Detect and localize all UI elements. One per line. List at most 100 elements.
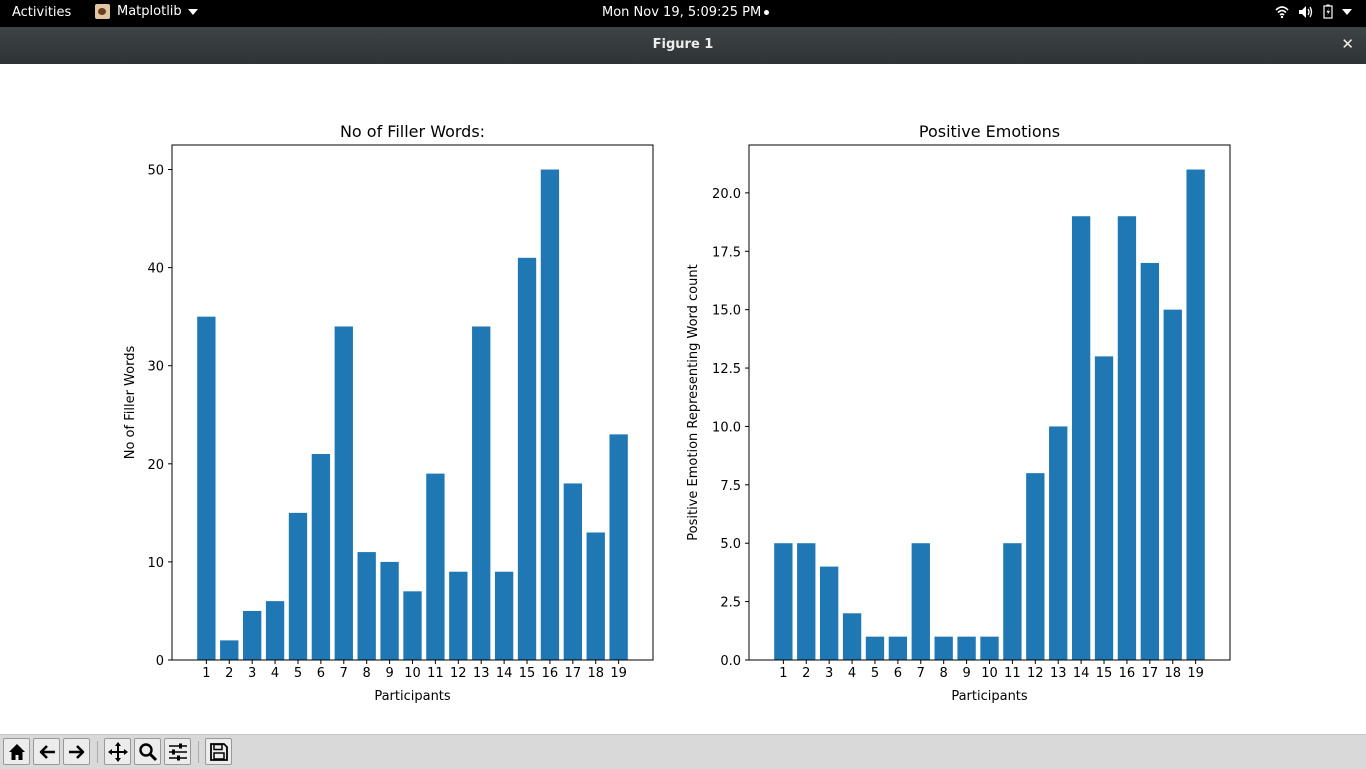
bar-8 xyxy=(357,552,376,660)
x-tick-label: 14 xyxy=(496,666,513,681)
x-tick-label: 12 xyxy=(450,666,467,681)
bar-4 xyxy=(265,601,285,660)
chevron-down-icon xyxy=(187,8,198,15)
x-tick-label: 19 xyxy=(610,666,627,681)
x-tick-label: 15 xyxy=(1096,666,1113,681)
x-tick-label: 11 xyxy=(1004,666,1021,681)
bar-18 xyxy=(1163,309,1182,660)
bar-15 xyxy=(1094,356,1114,660)
save-icon xyxy=(209,742,228,761)
bar-11 xyxy=(426,473,445,660)
x-tick-label: 8 xyxy=(940,666,948,681)
wifi-icon xyxy=(1275,5,1289,18)
home-button[interactable] xyxy=(3,738,30,765)
y-axis-label: No of Filler Words xyxy=(123,346,138,460)
chart-title: Positive Emotions xyxy=(919,122,1060,141)
chart-title: No of Filler Words: xyxy=(340,122,485,141)
bar-5 xyxy=(288,512,308,660)
x-tick-label: 9 xyxy=(962,666,970,681)
configure-subplots-button[interactable] xyxy=(164,738,191,765)
x-tick-label: 10 xyxy=(981,666,998,681)
bar-8 xyxy=(934,636,953,660)
y-tick-label: 10 xyxy=(147,556,164,571)
y-tick-label: 7.5 xyxy=(720,479,741,494)
pan-button[interactable] xyxy=(104,738,131,765)
x-tick-label: 12 xyxy=(1027,666,1044,681)
bar-3 xyxy=(820,566,839,660)
notification-dot xyxy=(764,10,770,15)
activities-button[interactable]: Activities xyxy=(12,5,72,20)
x-tick-label: 4 xyxy=(271,666,279,681)
y-tick-label: 20 xyxy=(147,458,164,473)
figure-svg: 1 2 3 4 5 6 7 8 9 10 11 12 13 14 15 16 17 18 1901020304050… xyxy=(123,122,1231,704)
bar-15 xyxy=(517,257,537,660)
y-tick-label: 40 xyxy=(147,262,164,277)
clock[interactable]: Mon Nov 19, 5:09:25 PM xyxy=(602,5,770,20)
forward-arrow-icon xyxy=(68,744,84,759)
window-title: Figure 1 xyxy=(652,37,714,52)
figure-canvas[interactable]: 1 2 3 4 5 6 7 8 9 10 11 12 13 14 15 16 17 18 19 0 10 20 30 40 50… xyxy=(0,64,1366,734)
x-tick-label: 9 xyxy=(385,666,393,681)
back-button[interactable] xyxy=(33,738,60,765)
app-menu-label: Matplotlib xyxy=(117,4,182,19)
x-tick-label: 5 xyxy=(871,666,879,681)
home-icon xyxy=(8,743,25,760)
bar-11 xyxy=(1003,543,1022,660)
pan-icon xyxy=(107,741,128,762)
bar-14 xyxy=(494,571,514,660)
zoom-icon xyxy=(138,742,157,761)
x-axis-label: Participants xyxy=(951,689,1028,704)
x-tick-label: 16 xyxy=(542,666,559,681)
bar-16 xyxy=(540,169,560,660)
y-tick-label: 0.0 xyxy=(720,654,741,669)
zoom-button[interactable] xyxy=(134,738,161,765)
x-tick-label: 13 xyxy=(1050,666,1067,681)
chevron-down-icon xyxy=(1342,8,1352,15)
bar-10 xyxy=(403,591,422,660)
y-tick-label: 12.5 xyxy=(712,362,741,377)
matplotlib-icon xyxy=(95,4,110,19)
x-tick-label: 3 xyxy=(825,666,833,681)
bar-17 xyxy=(563,483,582,660)
x-tick-label: 7 xyxy=(340,666,348,681)
volume-icon xyxy=(1299,5,1313,18)
x-tick-label: 2 xyxy=(802,666,810,681)
clock-text: Mon Nov 19, 5:09:25 PM xyxy=(602,5,762,20)
x-tick-label: 1 xyxy=(779,666,787,681)
x-tick-label: 17 xyxy=(1142,666,1159,681)
x-tick-label: 7 xyxy=(917,666,925,681)
toolbar-separator xyxy=(198,741,199,763)
bar-6 xyxy=(311,454,331,660)
x-tick-label: 6 xyxy=(894,666,902,681)
bar-5 xyxy=(865,636,885,660)
bar-12 xyxy=(449,571,468,660)
system-tray[interactable] xyxy=(1275,4,1352,19)
x-tick-label: 18 xyxy=(1164,666,1181,681)
x-tick-label: 14 xyxy=(1073,666,1090,681)
x-tick-label: 2 xyxy=(225,666,233,681)
x-tick-label: 16 xyxy=(1119,666,1136,681)
x-tick-label: 6 xyxy=(317,666,325,681)
bar-17 xyxy=(1140,262,1159,660)
y-tick-label: 50 xyxy=(147,164,164,179)
window-title-bar[interactable]: Figure 1 ✕ xyxy=(0,27,1366,65)
x-tick-label: 5 xyxy=(294,666,302,681)
bar-1 xyxy=(197,316,216,660)
bar-4 xyxy=(842,613,862,660)
bar-18 xyxy=(586,532,605,660)
x-tick-label: 8 xyxy=(363,666,371,681)
bar-2 xyxy=(797,543,816,660)
y-tick-label: 20.0 xyxy=(712,187,741,202)
app-menu[interactable]: Matplotlib xyxy=(95,4,198,19)
bar-7 xyxy=(334,326,353,660)
bar-2 xyxy=(220,640,239,660)
x-tick-label: 15 xyxy=(519,666,536,681)
bar-6 xyxy=(888,636,908,660)
y-tick-label: 10.0 xyxy=(712,420,741,435)
bar-9 xyxy=(380,561,399,660)
save-button[interactable] xyxy=(205,738,232,765)
bar-16 xyxy=(1117,216,1137,660)
forward-button[interactable] xyxy=(63,738,90,765)
close-icon[interactable]: ✕ xyxy=(1341,35,1354,53)
bar-9 xyxy=(957,636,976,660)
